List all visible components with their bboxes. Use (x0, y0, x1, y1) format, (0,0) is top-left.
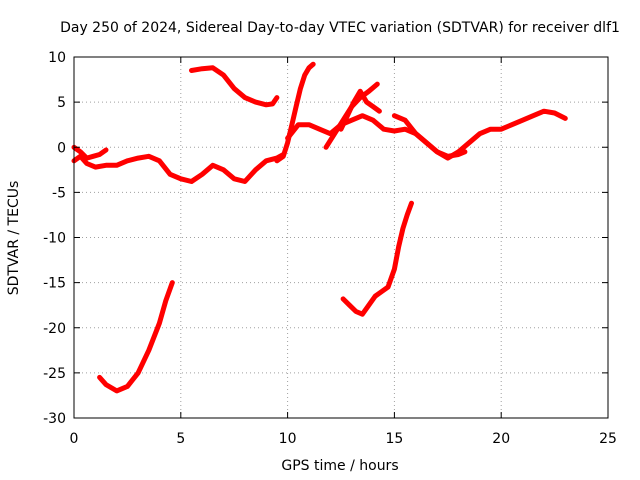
x-tick-label: 5 (176, 431, 185, 447)
x-tick-label: 25 (599, 431, 617, 447)
y-tick-label: -25 (43, 366, 66, 382)
series-layer (71, 61, 568, 394)
chart-title: Day 250 of 2024, Sidereal Day-to-day VTE… (60, 20, 620, 36)
series-line-trace-9 (391, 113, 468, 159)
series-line-trace-7 (323, 81, 380, 150)
y-tick-label: -20 (43, 321, 66, 337)
y-tick-labels: -30 -25 -20 -15 -10 -5 0 5 10 (43, 50, 66, 427)
x-tick-label: 0 (70, 431, 79, 447)
x-tick-label: 15 (385, 431, 403, 447)
series-line-trace-3 (97, 280, 175, 394)
y-tick-label: 5 (57, 95, 66, 111)
series-line-trace-4 (189, 65, 280, 108)
tick-marks (73, 56, 609, 419)
y-tick-label: -15 (43, 276, 66, 292)
y-tick-label: 0 (57, 140, 66, 156)
series-line-trace-1 (71, 152, 286, 184)
series-line-trace-5 (274, 61, 316, 164)
x-axis-label: GPS time / hours (281, 458, 398, 474)
series-line-trace-8 (338, 88, 382, 132)
y-tick-label: -5 (52, 185, 66, 201)
x-tick-label: 10 (279, 431, 297, 447)
series-line-trace-10 (340, 200, 414, 317)
y-tick-label: -10 (43, 231, 66, 247)
series-line-trace-6 (285, 108, 568, 161)
x-tick-label: 20 (492, 431, 510, 447)
y-axis-label: SDTVAR / TECUs (6, 181, 22, 296)
y-tick-label: 10 (48, 50, 66, 66)
y-tick-label: -30 (43, 411, 66, 427)
grid-lines (74, 57, 608, 418)
x-tick-labels: 0 5 10 15 20 25 (70, 431, 617, 447)
series-line-trace-2 (71, 144, 109, 161)
